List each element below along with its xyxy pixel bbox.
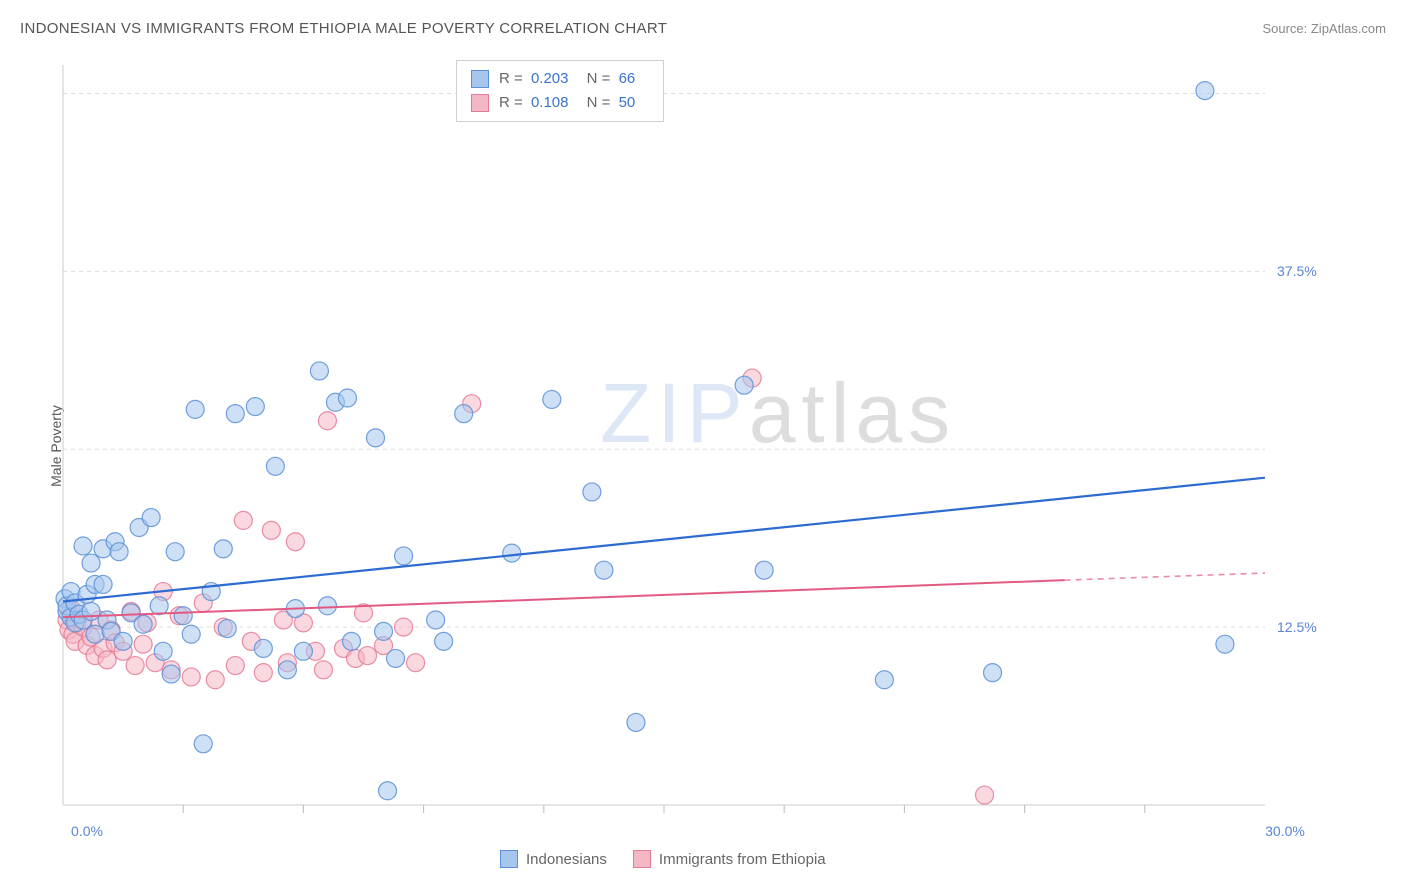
chart-area: 12.5% 37.5% 0.0% 30.0% (55, 55, 1335, 845)
legend-series-label: Immigrants from Ethiopia (659, 851, 826, 868)
legend-correlation-row: R = 0.108 N = 50 (471, 91, 649, 115)
chart-title: INDONESIAN VS IMMIGRANTS FROM ETHIOPIA M… (20, 20, 667, 37)
chart-source: Source: ZipAtlas.com (1262, 21, 1386, 36)
legend-series-label: Indonesians (526, 851, 607, 868)
y-tick-label: 12.5% (1277, 619, 1317, 635)
correlation-legend: R = 0.203 N = 66R = 0.108 N = 50 (456, 60, 664, 122)
series-legend: Indonesians Immigrants from Ethiopia (500, 850, 826, 868)
legend-series-item: Indonesians (500, 850, 607, 868)
legend-correlation-row: R = 0.203 N = 66 (471, 67, 649, 91)
legend-swatch-icon (500, 850, 518, 868)
legend-series-item: Immigrants from Ethiopia (633, 850, 826, 868)
legend-swatch-icon (471, 94, 489, 112)
scatter-plot-svg (55, 55, 1335, 845)
legend-swatch-icon (633, 850, 651, 868)
x-tick-label: 0.0% (71, 823, 103, 839)
legend-swatch-icon (471, 70, 489, 88)
y-tick-label: 37.5% (1277, 263, 1317, 279)
x-tick-label: 30.0% (1265, 823, 1305, 839)
